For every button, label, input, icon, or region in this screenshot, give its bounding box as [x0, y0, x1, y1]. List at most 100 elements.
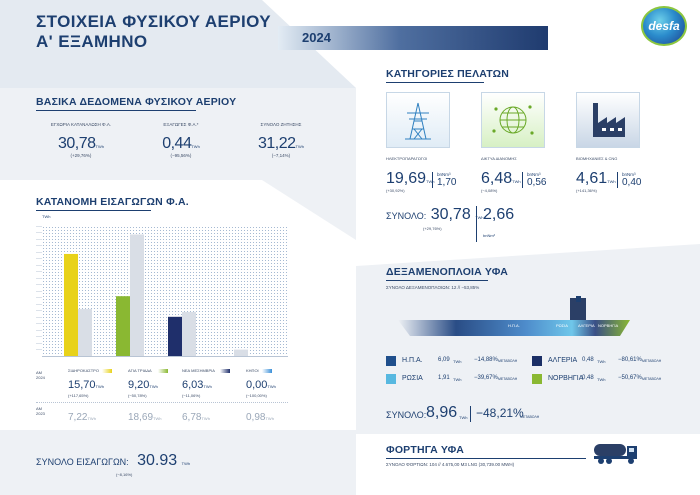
customer-bnm-label: bnNm³ — [527, 172, 541, 177]
tankers-total: ΣΥΝΟΛΟ: 8,96 TWh −48,21% ΜΕΤΑΒΟΛΗ — [386, 404, 586, 424]
imports-total-value: 30.93 — [137, 452, 178, 469]
import-point-4: ΚΗΠΟΙ 0,00TWh (−100,00%) 0,98TWh — [246, 368, 296, 425]
customers-total-bnm-unit: bnNm³ — [483, 233, 496, 238]
customers-underline — [386, 82, 484, 83]
point-prev-unit: TWh — [265, 416, 274, 421]
imports-chart-svg — [42, 226, 288, 356]
point-value: 0,00 — [246, 379, 268, 391]
tankers-total-change-unit: ΜΕΤΑΒΟΛΗ — [520, 415, 540, 419]
chart-x-baseline — [42, 356, 288, 357]
customer-bnm-2: bnNm³ 0,56 — [522, 172, 550, 188]
customer-value: 6,48 — [481, 170, 513, 187]
source-value: 0,48 — [582, 375, 594, 381]
imports-total-unit: TWh — [181, 461, 191, 466]
kpi-value: 0,44 — [162, 135, 192, 152]
tankers-subtitle: ΣΥΝΟΛΟ ΔΕΞΑΜΕΝΟΠΛΟΙΩΝ: 12 // −53,85% — [386, 285, 480, 290]
kpi-change: (−95,56%) — [170, 153, 192, 158]
point-prev-unit: TWh — [87, 416, 96, 421]
customer-icon-box-1 — [386, 92, 450, 148]
basic-data-underline — [36, 110, 196, 111]
customer-icon-box-3 — [576, 92, 640, 148]
bar-2023-2 — [130, 234, 144, 356]
hull-label-russia: ΡΩΣΙΑ — [556, 323, 568, 328]
ship-funnel — [576, 296, 581, 302]
tanker-source-russia: ΡΩΣΙΑ 1,91 TWh −39,67% ΜΕΤΑΒΟΛΗ — [386, 374, 526, 386]
kpi-label: ΕΞΑΓΩΓΕΣ Φ.Α.* — [163, 122, 199, 127]
customers-total-unit: TWh — [475, 215, 484, 220]
point-color-swatch — [262, 369, 272, 373]
point-prev-value: 0,98 — [246, 412, 266, 423]
hull-label-usa: Η.Π.Α. — [508, 323, 520, 328]
customer-bnm-1: bnNm³ 1,70 — [432, 172, 460, 188]
kpi-unit: TWh — [191, 144, 200, 149]
customer-value: 4,61 — [576, 170, 608, 187]
factory-icon — [593, 103, 625, 137]
customer-bnm-3: bnNm³ 0,40 — [617, 172, 645, 188]
tanker-source-norway: ΝΟΡΒΗΓΙΑ 0,48 TWh −50,67% ΜΕΤΑΒΟΛΗ — [532, 374, 682, 386]
point-name: ΣΙΔΗΡΟΚΑΣΤΡΟ — [68, 368, 99, 373]
bar-2023-1 — [78, 309, 92, 356]
point-name: ΚΗΠΟΙ — [246, 368, 259, 373]
logo-text: desfa — [648, 19, 680, 33]
lng-ship-illustration — [398, 296, 630, 336]
source-name: ΡΩΣΙΑ — [402, 375, 423, 382]
point-unit: TWh — [95, 384, 104, 389]
import-point-3: ΝΕΑ ΜΕΣΗΜΒΡΙΑ 6,03TWh (−11,06%) 6,78TWh — [182, 368, 238, 425]
year-banner: 2024 — [278, 26, 548, 50]
source-value: 0,48 — [582, 357, 594, 363]
source-change: −14,88% — [474, 357, 498, 363]
kpi-value: 30,78 — [58, 135, 96, 152]
source-unit: TWh — [453, 377, 462, 382]
tankers-total-label: ΣΥΝΟΛΟ: — [386, 410, 427, 420]
source-change: −80,61% — [618, 357, 642, 363]
point-color-swatch — [102, 369, 112, 373]
kpi-change: (+29,76%) — [70, 153, 92, 158]
customers-title: ΚΑΤΗΓΟΡΙΕΣ ΠΕΛΑΤΩΝ — [386, 68, 510, 80]
tanker-source-algeria: ΑΛΓΕΡΙΑ 0,48 TWh −80,61% ΜΕΤΑΒΟΛΗ — [532, 356, 682, 368]
customer-change: (+30,92%) — [386, 188, 405, 193]
network-globe-icon — [492, 105, 534, 135]
ship-hull-labels: Η.Π.Α. ΡΩΣΙΑ ΑΛΓΕΡΙΑ ΝΟΡΒΗΓΙΑ — [398, 323, 638, 331]
trucks-subtitle: ΣΥΝΟΛΟ ΦΟΡΤΙΩΝ: 104 // 4.675,00 M3 LNG (… — [386, 462, 515, 467]
point-prev-unit: TWh — [201, 416, 210, 421]
source-value: 6,09 — [438, 357, 450, 363]
source-color-swatch — [386, 374, 396, 384]
kpi-value: 31,22 — [258, 135, 296, 152]
tankers-total-unit: TWh — [459, 415, 468, 420]
point-color-swatch — [220, 369, 230, 373]
basic-data-title: ΒΑΣΙΚΑ ΔΕΔΟΜΕΝΑ ΦΥΣΙΚΟΥ ΑΕΡΙΟΥ — [36, 96, 237, 108]
tankers-title: ΔΕΞΑΜΕΝΟΠΛΟΙΑ ΥΦΑ — [386, 266, 509, 278]
point-prev-value: 18,69 — [128, 412, 154, 423]
bar-2023-4 — [234, 349, 248, 356]
ship-hull — [398, 320, 630, 336]
customer-bnm-label: bnNm³ — [622, 172, 636, 177]
tankers-underline — [386, 280, 488, 281]
point-value: 6,03 — [182, 379, 204, 391]
page-title: ΣΤΟΙΧΕΙΑ ΦΥΣΙΚΟΥ ΑΕΡΙΟΥ Α' ΕΞΑΜΗΝΟ — [36, 12, 276, 52]
customer-unit: TWh — [426, 179, 435, 184]
import-point-1: ΣΙΔΗΡΟΚΑΣΤΡΟ 15,70TWh (+117,65%) 7,22TWh — [68, 368, 118, 425]
imports-chart — [36, 226, 288, 356]
title-line-1: ΣΤΟΙΧΕΙΑ ΦΥΣΙΚΟΥ ΑΕΡΙΟΥ — [36, 12, 272, 31]
tankers-band-diagonal — [356, 244, 700, 266]
customer-change: (−4,08%) — [481, 188, 498, 193]
source-color-swatch — [386, 356, 396, 366]
customers-total-bnm: 2,66 bnNm³ — [476, 206, 526, 242]
customer-label: ΔΙΚΤΥΑ ΔΙΑΝΟΜΗΣ — [481, 156, 517, 161]
point-value: 9,20 — [128, 379, 150, 391]
point-unit: TWh — [267, 384, 276, 389]
customer-value: 19,69 — [386, 170, 427, 187]
customer-bnm-value: 1,70 — [437, 177, 457, 188]
customer-unit: TWh — [512, 179, 521, 184]
import-point-2: ΑΓΙΑ ΤΡΙΑΔΑ 9,20TWh (−50,78%) 18,69TWh — [128, 368, 178, 425]
point-unit: TWh — [203, 384, 212, 389]
source-name: Η.Π.Α. — [402, 357, 423, 364]
point-change: (−11,06%) — [182, 393, 201, 398]
source-color-swatch — [532, 374, 542, 384]
lng-truck-icon — [594, 444, 637, 464]
kpi-unit: TWh — [295, 144, 304, 149]
customers-total-change: (+29,76%) — [423, 226, 442, 231]
kpi-total-demand: ΣΥΝΟΛΟ ΖΗΤΗΣΗΣ 31,22TWh (−7,14%) — [236, 122, 326, 158]
ship-bridge — [570, 298, 586, 320]
point-unit: TWh — [149, 384, 158, 389]
